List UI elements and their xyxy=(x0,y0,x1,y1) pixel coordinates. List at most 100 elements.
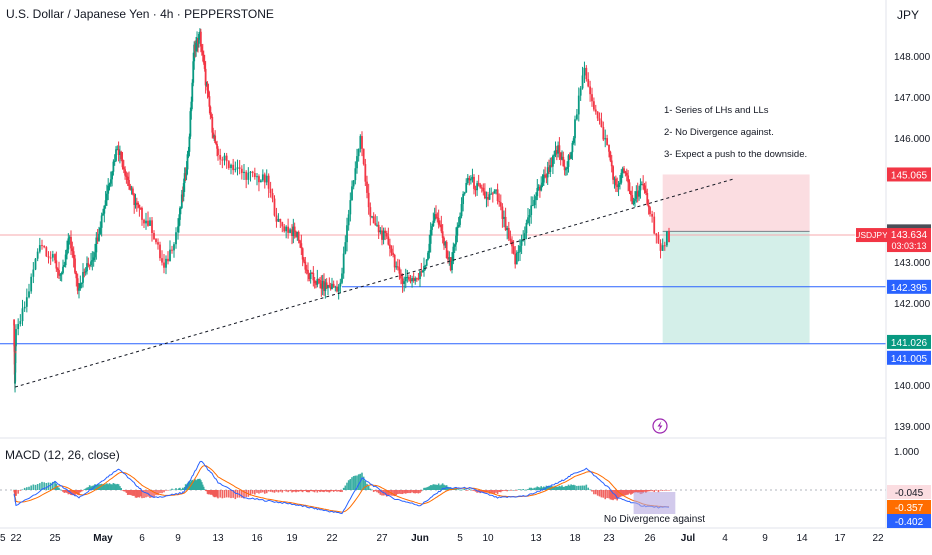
candle-body xyxy=(307,270,309,274)
candle-body xyxy=(308,273,311,279)
candle-body xyxy=(109,179,112,184)
x-tick-label: 16 xyxy=(251,533,263,544)
candle-body xyxy=(452,246,455,262)
divergence-box xyxy=(633,492,676,514)
candle-body xyxy=(59,274,62,276)
candle-body xyxy=(546,167,549,178)
candle-body xyxy=(455,235,457,245)
candle-body xyxy=(583,67,586,76)
macd-histogram-bar xyxy=(589,489,591,491)
symbol-title[interactable]: U.S. Dollar / Japanese Yen · 4h · PEPPER… xyxy=(6,7,274,21)
x-tick-label: 19 xyxy=(286,533,298,544)
macd-histogram-bar xyxy=(533,487,536,490)
candle-body xyxy=(602,126,605,140)
candle-body xyxy=(82,272,84,283)
macd-histogram-bar xyxy=(151,490,153,498)
candle-body xyxy=(149,220,151,226)
macd-histogram-bar xyxy=(87,487,90,490)
candle-body xyxy=(157,242,159,245)
candle-body xyxy=(193,44,196,62)
macd-histogram-bar xyxy=(569,485,571,490)
candle-body xyxy=(645,190,647,194)
candle-body xyxy=(579,88,582,96)
candle-body xyxy=(624,171,627,173)
macd-value-label: -0.402 xyxy=(895,517,924,528)
macd-histogram-bar xyxy=(552,486,554,490)
candle-body xyxy=(184,173,187,176)
macd-histogram-bar xyxy=(275,490,278,492)
macd-histogram-bar xyxy=(225,490,228,498)
macd-histogram-bar xyxy=(424,487,427,490)
macd-histogram-bar xyxy=(516,490,518,491)
macd-histogram-bar xyxy=(83,489,86,490)
candle-body xyxy=(379,230,382,233)
macd-histogram-bar xyxy=(352,476,355,490)
candle-body xyxy=(568,155,571,159)
macd-histogram-bar xyxy=(125,490,128,493)
candle-body xyxy=(427,252,429,260)
candle-body xyxy=(444,242,447,246)
candle-body xyxy=(327,285,329,289)
candle-body xyxy=(536,187,539,197)
macd-histogram-bar xyxy=(397,490,399,495)
macd-histogram-bar xyxy=(512,489,515,491)
candle-body xyxy=(600,120,603,127)
last-price-countdown: 03:03:13 xyxy=(891,241,926,251)
candle-body xyxy=(436,217,439,219)
candle-body xyxy=(411,277,413,282)
candle-body xyxy=(21,308,24,322)
macd-histogram-bar xyxy=(567,484,570,490)
price-label: 141.026 xyxy=(891,338,928,349)
trendline[interactable] xyxy=(14,178,734,388)
candle-body xyxy=(334,286,337,288)
candle-body xyxy=(173,244,175,251)
candle-body xyxy=(439,224,441,226)
candle-body xyxy=(487,197,489,200)
candle-body xyxy=(111,171,113,180)
candle-body xyxy=(544,174,546,176)
macd-histogram-bar xyxy=(620,490,623,497)
candle-body xyxy=(447,258,449,260)
candle-body xyxy=(125,175,128,177)
macd-histogram-bar xyxy=(96,484,99,490)
macd-histogram-bar xyxy=(444,485,447,490)
macd-histogram-bar xyxy=(287,490,289,493)
macd-histogram-bar xyxy=(316,490,319,493)
macd-histogram-bar xyxy=(74,490,76,496)
candle-body xyxy=(390,248,393,253)
candle-body xyxy=(347,214,350,226)
candle-body xyxy=(285,226,288,232)
macd-histogram-bar xyxy=(279,490,282,492)
candle-body xyxy=(155,239,157,243)
macd-histogram-bar xyxy=(297,490,300,492)
candle-body xyxy=(188,136,191,152)
candle-body xyxy=(591,94,593,102)
macd-histogram-bar xyxy=(206,490,209,494)
candle-body xyxy=(361,136,363,149)
macd-histogram-bar xyxy=(182,488,185,490)
macd-histogram-bar xyxy=(159,490,161,494)
macd-histogram-bar xyxy=(627,490,629,495)
x-tick-label: 6 xyxy=(139,533,145,544)
candle-body xyxy=(13,351,16,365)
candle-body xyxy=(421,270,424,273)
macd-histogram-bar xyxy=(186,483,189,490)
candle-body xyxy=(507,227,510,239)
candle-body xyxy=(68,237,71,239)
candle-body xyxy=(565,168,567,171)
macd-histogram-bar xyxy=(470,489,472,491)
macd-histogram-bar xyxy=(508,489,510,491)
candle-body xyxy=(574,119,576,139)
macd-histogram-bar xyxy=(307,490,309,493)
candle-body xyxy=(400,273,402,279)
candle-body xyxy=(490,193,493,195)
macd-histogram-bar xyxy=(443,484,445,490)
candle-body xyxy=(138,204,141,208)
candle-body xyxy=(38,245,41,252)
candle-body xyxy=(19,321,22,324)
macd-title[interactable]: MACD (12, 26, close) xyxy=(5,448,120,462)
macd-histogram-bar xyxy=(543,486,545,490)
candle-body xyxy=(614,178,617,186)
